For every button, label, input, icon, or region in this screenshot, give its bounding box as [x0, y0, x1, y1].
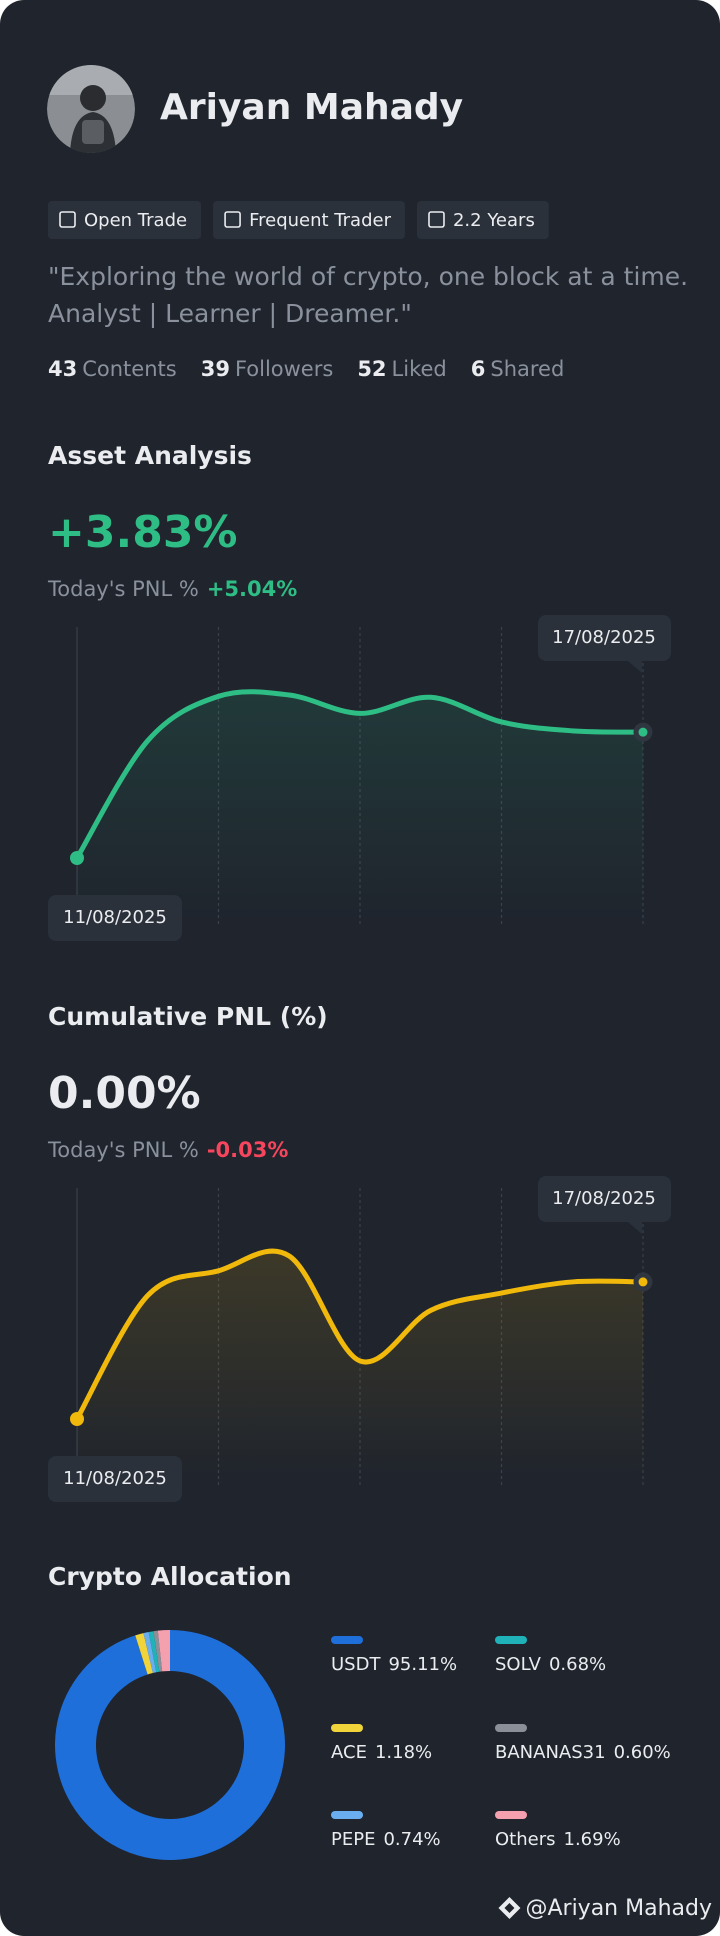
donut-slice: [153, 1630, 163, 1672]
legend-value: 1.69%: [564, 1829, 621, 1850]
badge-icon: [224, 211, 241, 228]
donut-slice: [135, 1633, 153, 1675]
date-label-pointer: [628, 661, 642, 673]
line: [74, 689, 646, 861]
pnl-value: +5.04%: [207, 577, 297, 601]
pnl-label: Today's PNL %: [47, 577, 199, 601]
end-date: 17/08/2025: [552, 627, 656, 648]
headline-value: 0.00%: [48, 1068, 201, 1119]
watermark-logo: [498, 1897, 521, 1919]
badge-background: [416, 201, 549, 239]
legend-name: Others: [495, 1829, 556, 1850]
end-point: [633, 1272, 653, 1292]
date-label-box: [48, 1456, 182, 1502]
stat-value: 52: [357, 357, 386, 381]
legend-name: BANANAS31: [495, 1742, 606, 1763]
date-label-box: [48, 895, 182, 941]
date-label-box: [538, 615, 671, 661]
stat-value: 43: [48, 357, 77, 381]
bio-line: "Exploring the world of crypto, one bloc…: [48, 262, 688, 291]
donut-slice: [143, 1631, 157, 1674]
legend-value: 0.60%: [614, 1742, 671, 1763]
legend-name: SOLV: [495, 1654, 542, 1675]
date-label-box: [538, 1176, 671, 1222]
badge-icon: [428, 211, 445, 228]
donut-slice: [148, 1631, 160, 1673]
section-title: Cumulative PNL (%): [48, 1002, 328, 1031]
legend-name: ACE: [331, 1742, 367, 1763]
legend-value: 0.68%: [549, 1654, 606, 1675]
line-area: [77, 691, 643, 924]
legend-value: 95.11%: [388, 1654, 457, 1675]
badge: Open Trade: [48, 201, 202, 239]
legend-swatch: [331, 1811, 363, 1819]
stat-label: Followers: [235, 357, 333, 381]
badge: Frequent Trader: [213, 201, 405, 239]
headline-value: +3.83%: [48, 507, 238, 558]
line: [74, 1248, 646, 1422]
legend-swatch: [495, 1636, 527, 1644]
bio-line: Analyst | Learner | Dreamer.": [48, 299, 412, 328]
legend-swatch: [495, 1724, 527, 1732]
start-point: [70, 1412, 84, 1426]
badge-icon: [59, 211, 76, 228]
watermark: @Ariyan Mahady: [525, 1896, 712, 1921]
stat-value: 39: [201, 357, 230, 381]
donut-slice: [157, 1630, 170, 1672]
badge-label: 2.2 Years: [453, 210, 535, 231]
section-title: Crypto Allocation: [48, 1562, 292, 1591]
legend-swatch: [331, 1636, 363, 1644]
legend-swatch: [495, 1811, 527, 1819]
stat-value: 6: [471, 357, 486, 381]
legend-value: 1.18%: [375, 1742, 432, 1763]
profile-name: Ariyan Mahady: [160, 87, 463, 128]
start-date: 11/08/2025: [63, 907, 167, 928]
start-date: 11/08/2025: [63, 1468, 167, 1489]
pnl-label: Today's PNL %: [47, 1138, 199, 1162]
end-point: [633, 722, 653, 742]
start-point: [70, 851, 84, 865]
donut-slice: [55, 1630, 286, 1860]
legend-name: USDT: [331, 1654, 381, 1675]
pnl-value: -0.03%: [207, 1138, 289, 1162]
badge-background: [213, 201, 405, 239]
stat-label: Liked: [392, 357, 447, 381]
stat-label: Contents: [82, 357, 176, 381]
section-title: Asset Analysis: [48, 441, 252, 470]
legend-value: 0.74%: [383, 1829, 440, 1850]
badge: 2.2 Years: [416, 201, 549, 239]
line-area: [77, 1251, 643, 1485]
legend-swatch: [331, 1724, 363, 1732]
avatar: [47, 65, 135, 153]
date-label-pointer: [628, 1222, 642, 1234]
end-date: 17/08/2025: [552, 1188, 656, 1209]
badge-label: Frequent Trader: [249, 210, 391, 231]
badge-background: [48, 201, 202, 239]
stat-label: Shared: [490, 357, 564, 381]
badge-label: Open Trade: [84, 210, 187, 231]
legend-name: PEPE: [331, 1829, 375, 1850]
